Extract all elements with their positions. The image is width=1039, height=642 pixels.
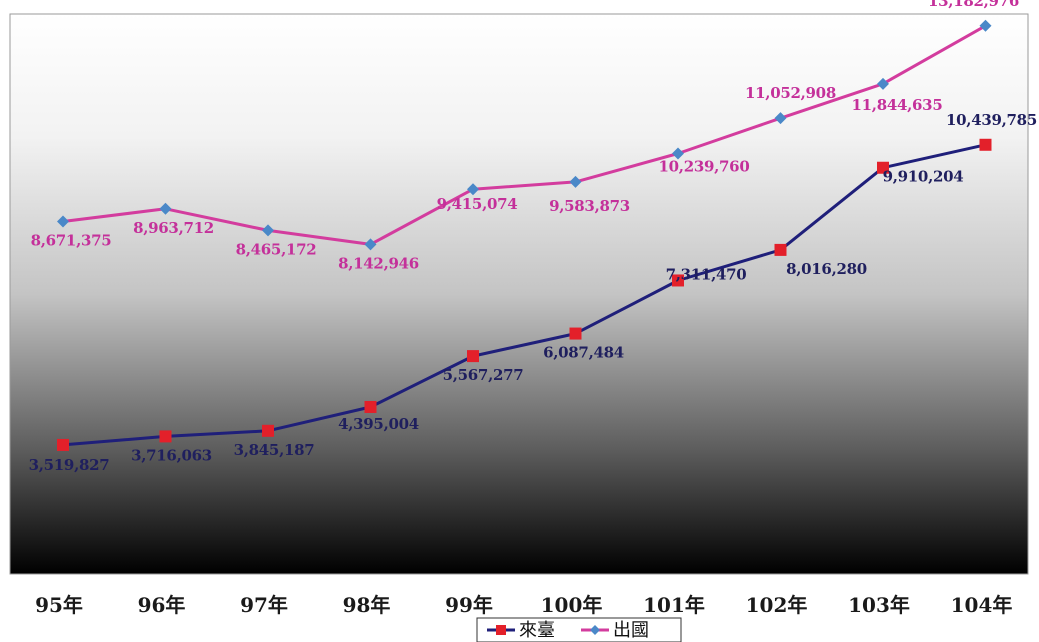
x-tick-label: 103年 xyxy=(848,593,910,617)
legend-item: 出國 xyxy=(581,620,649,641)
x-tick-label: 96年 xyxy=(138,593,186,617)
data-label: 13,182,976 xyxy=(928,0,1019,10)
x-tick-label: 101年 xyxy=(643,593,705,617)
data-point-square xyxy=(979,138,992,151)
x-tick-label: 98年 xyxy=(343,593,391,617)
legend-label: 出國 xyxy=(613,620,649,641)
data-point-square xyxy=(877,161,889,174)
data-point-square xyxy=(672,274,684,287)
data-point-square xyxy=(364,400,377,413)
x-tick-label: 95年 xyxy=(35,593,83,617)
series-departures xyxy=(57,19,992,251)
legend-marker-diamond xyxy=(590,625,600,635)
data-label: 8,142,946 xyxy=(338,254,419,272)
data-point-square xyxy=(467,350,479,363)
data-label: 8,963,712 xyxy=(133,219,214,237)
data-point-square xyxy=(159,430,172,443)
x-tick-label: 100年 xyxy=(541,593,603,617)
x-tick-label: 102年 xyxy=(746,593,808,617)
data-label-layer: 8,671,375 8,963,712 8,465,172 8,142,946 9,41… xyxy=(29,0,1038,474)
data-point-diamond xyxy=(672,147,684,160)
data-label: 3,845,187 xyxy=(234,441,315,459)
data-label: 5,567,277 xyxy=(443,366,524,384)
data-label: 10,239,760 xyxy=(659,157,750,175)
legend-label: 來臺 xyxy=(519,620,555,641)
legend-item: 來臺 xyxy=(487,620,555,641)
legend: 來臺 出國 xyxy=(476,617,682,642)
data-label: 8,465,172 xyxy=(236,240,317,258)
data-point-diamond xyxy=(467,183,479,196)
data-point-diamond xyxy=(262,224,274,237)
data-point-diamond xyxy=(57,215,69,228)
data-label: 9,415,074 xyxy=(437,195,518,213)
series-arrivals xyxy=(57,138,992,451)
data-label: 3,716,063 xyxy=(131,446,212,464)
data-label: 4,395,004 xyxy=(338,415,419,433)
data-label: 11,844,635 xyxy=(852,96,943,114)
series-line xyxy=(62,24,987,246)
data-label: 8,016,280 xyxy=(786,260,867,278)
data-point-diamond xyxy=(877,77,889,90)
data-point-diamond xyxy=(364,238,377,251)
data-label: 9,910,204 xyxy=(883,168,964,186)
series-line xyxy=(62,143,986,447)
data-label: 10,439,785 xyxy=(946,111,1037,129)
x-tick-label: 104年 xyxy=(951,593,1013,617)
data-label: 3,519,827 xyxy=(29,456,110,474)
plot-background xyxy=(9,13,1029,575)
data-point-diamond xyxy=(569,175,582,188)
data-point-square xyxy=(262,424,274,437)
series-layer xyxy=(57,19,992,451)
data-point-square xyxy=(569,327,582,340)
data-label: 11,052,908 xyxy=(745,84,836,102)
data-point-square xyxy=(774,243,787,256)
data-label: 7,311,470 xyxy=(666,265,747,283)
data-label: 8,671,375 xyxy=(31,231,112,249)
data-point-diamond xyxy=(774,112,787,125)
legend-marker-square xyxy=(496,625,506,635)
data-label: 6,087,484 xyxy=(543,344,624,362)
data-point-diamond xyxy=(159,202,172,215)
data-point-diamond xyxy=(979,19,992,32)
data-point-square xyxy=(57,438,69,451)
x-tick-label: 99年 xyxy=(445,593,493,617)
data-label: 9,583,873 xyxy=(549,197,630,215)
x-axis: 95年 96年 97年 98年 99年 100年 101年 102年 103年 104年 xyxy=(35,593,1012,617)
x-tick-label: 97年 xyxy=(240,593,288,617)
